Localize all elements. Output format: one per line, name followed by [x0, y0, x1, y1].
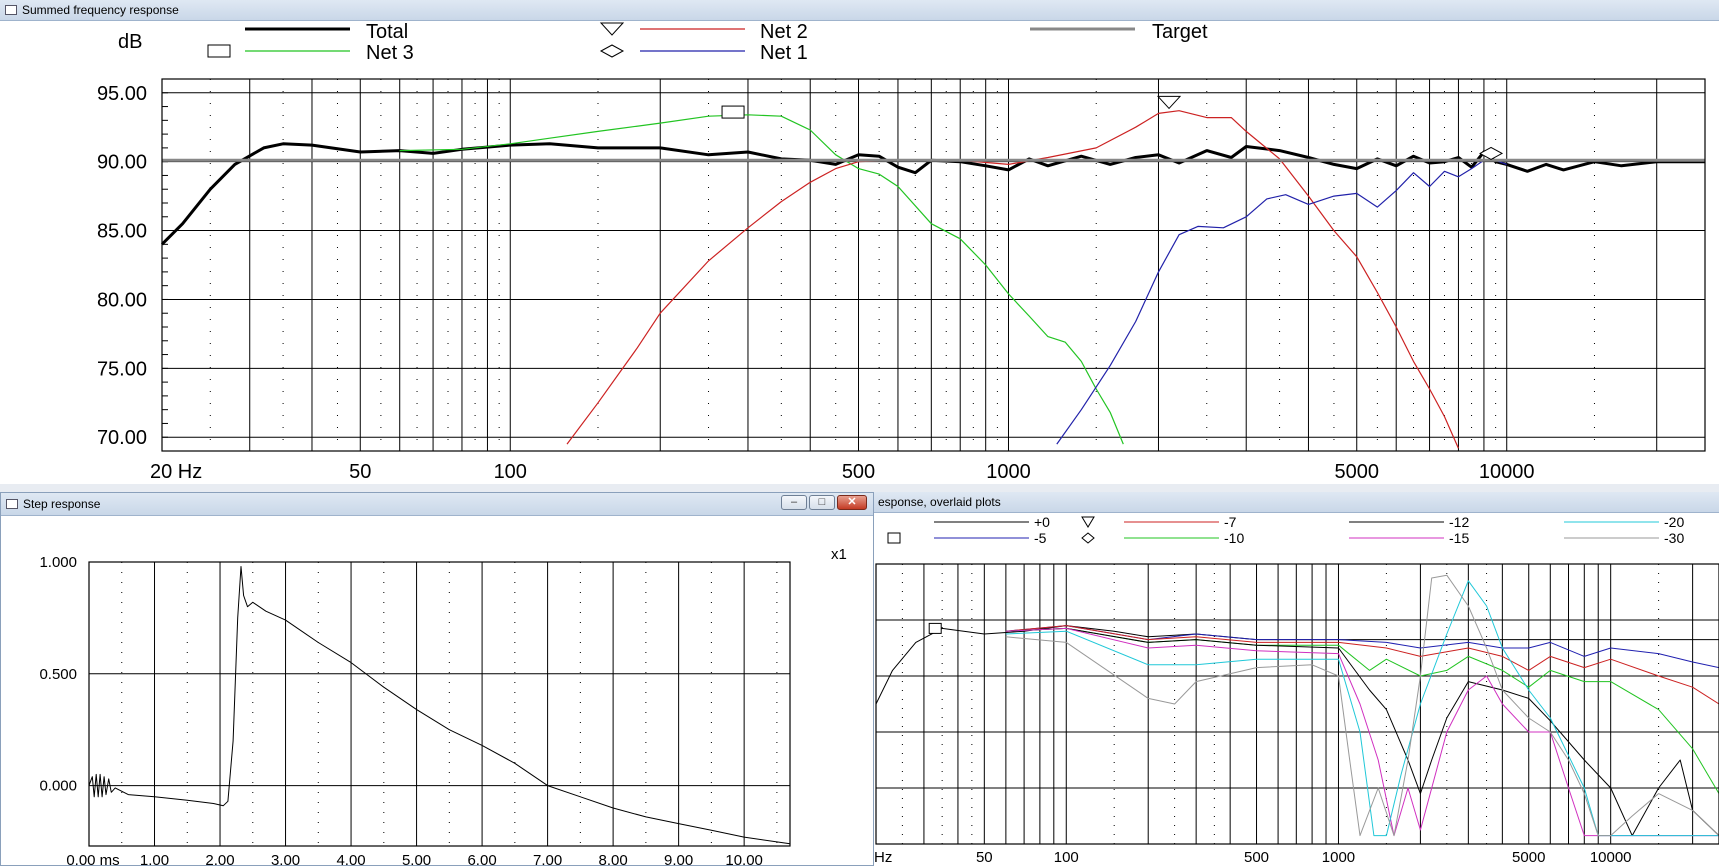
- x-tick-label: 50: [976, 849, 993, 866]
- legend-label: -7: [1224, 514, 1237, 530]
- legend-label: Net 1: [760, 42, 808, 64]
- x-tick-label: 5.00: [402, 852, 431, 865]
- window-controls: – □ ✕: [781, 495, 867, 510]
- step-response-chart[interactable]: x1 1.000 0.500 0.000 0.00 ms 1.00 2.00 3.00 4.0…: [1, 515, 873, 865]
- legend-label: -12: [1449, 514, 1469, 530]
- x-tick-label: 4.00: [336, 852, 365, 865]
- summed-response-title: Summed frequency response: [22, 3, 179, 17]
- scale-label: x1: [831, 546, 847, 563]
- overlay-series-line: [1005, 625, 1719, 669]
- x-tick-label: 3.00: [271, 852, 300, 865]
- y-tick-label: 70.00: [97, 427, 147, 449]
- x-tick-label: 10000: [1590, 849, 1632, 866]
- x-tick-label: 8.00: [599, 852, 628, 865]
- x-tick-label: 1000: [1322, 849, 1355, 866]
- series-line-net-1: [1056, 159, 1507, 445]
- overlay-series-line: [1005, 580, 1719, 837]
- legend-label: Total: [366, 21, 408, 43]
- step-response-window: Step response – □ ✕ x1 1.000 0.500 0.000 0.…: [0, 492, 874, 866]
- x-tick-label: 5000: [1334, 461, 1379, 483]
- legend-label: -5: [1034, 530, 1047, 546]
- legend-label: +0: [1034, 514, 1050, 530]
- x-tick-label: 100: [494, 461, 527, 483]
- overlay-window: esponse, overlaid plots +0 -5 -7 -10 -12 -15 -…: [874, 492, 1719, 866]
- x-tick-label: 6.00: [467, 852, 496, 865]
- close-button[interactable]: ✕: [837, 495, 867, 510]
- maximize-button[interactable]: □: [809, 495, 835, 510]
- overlay-chart[interactable]: +0-5 -7-10 -12-15 -20-30 Hz 50 100 500 1000 5000…: [874, 512, 1719, 866]
- series-line-net-2: [566, 110, 1459, 449]
- y-tick-label: 0.000: [39, 778, 77, 795]
- y-tick-label: 90.00: [97, 152, 147, 174]
- overlay-curve-marker: [928, 622, 942, 634]
- x-tick-label: 500: [1244, 849, 1269, 866]
- legend-marker-diamond: [599, 44, 625, 58]
- x-tick-label: 1000: [986, 461, 1031, 483]
- x-tick-label: 500: [842, 461, 875, 483]
- x-tick-label: 20 Hz: [150, 461, 202, 483]
- legend-label: -15: [1449, 530, 1469, 546]
- minimize-button[interactable]: –: [781, 495, 807, 510]
- x-tick-label: 2.00: [205, 852, 234, 865]
- legend-label: -10: [1224, 530, 1244, 546]
- overlay-titlebar[interactable]: esponse, overlaid plots: [874, 492, 1719, 513]
- step-response-line: [88, 566, 791, 845]
- x-tick-label: 1.00: [140, 852, 169, 865]
- legend-marker-triangle: [599, 22, 625, 36]
- net2-curve-marker: [1156, 95, 1182, 110]
- summed-response-titlebar[interactable]: Summed frequency response: [0, 0, 1719, 21]
- y-tick-label: 75.00: [97, 358, 147, 380]
- series-line-total: [160, 142, 1705, 246]
- overlay-series-line: [1005, 574, 1719, 837]
- legend-label: Net 2: [760, 21, 808, 43]
- legend-label: -30: [1664, 530, 1684, 546]
- x-tick-label: 7.00: [533, 852, 562, 865]
- x-tick-label: 10000: [1479, 461, 1535, 483]
- net3-curve-marker: [721, 105, 745, 119]
- legend-label: Net 3: [366, 42, 414, 64]
- y-tick-label: 95.00: [97, 83, 147, 105]
- overlay-series-line: [1005, 627, 1719, 837]
- y-tick-label: 85.00: [97, 221, 147, 243]
- summed-response-window: Summed frequency response dB Total Net 3 N…: [0, 0, 1719, 484]
- x-tick-label: 0.00 ms: [66, 852, 119, 865]
- window-app-icon: [5, 5, 17, 15]
- x-tick-label: 5000: [1512, 849, 1545, 866]
- x-tick-label: Hz: [874, 849, 892, 866]
- x-tick-label: 10.00: [725, 852, 763, 865]
- y-tick-label: 0.500: [39, 666, 77, 683]
- step-response-titlebar[interactable]: Step response – □ ✕: [1, 493, 873, 516]
- legend-marker-square: [207, 44, 231, 58]
- x-tick-label: 9.00: [664, 852, 693, 865]
- series-line-net-3: [399, 114, 1124, 445]
- legend-label: Target: [1152, 21, 1208, 43]
- legend-marker-triangle: [1081, 516, 1095, 528]
- overlay-series-line: [1005, 627, 1719, 837]
- legend-label: -20: [1664, 514, 1684, 530]
- legend-marker-diamond: [1081, 532, 1095, 544]
- x-tick-label: 50: [349, 461, 371, 483]
- net1-curve-marker: [1478, 146, 1504, 160]
- overlay-series-line: [1005, 625, 1719, 705]
- y-axis-label: dB: [118, 31, 142, 53]
- legend-marker-square: [887, 532, 901, 544]
- step-response-title: Step response: [23, 497, 101, 511]
- x-tick-label: 100: [1054, 849, 1079, 866]
- window-app-icon: [6, 499, 18, 509]
- y-tick-label: 1.000: [39, 554, 77, 571]
- y-tick-label: 80.00: [97, 289, 147, 311]
- overlay-title: esponse, overlaid plots: [878, 495, 1001, 509]
